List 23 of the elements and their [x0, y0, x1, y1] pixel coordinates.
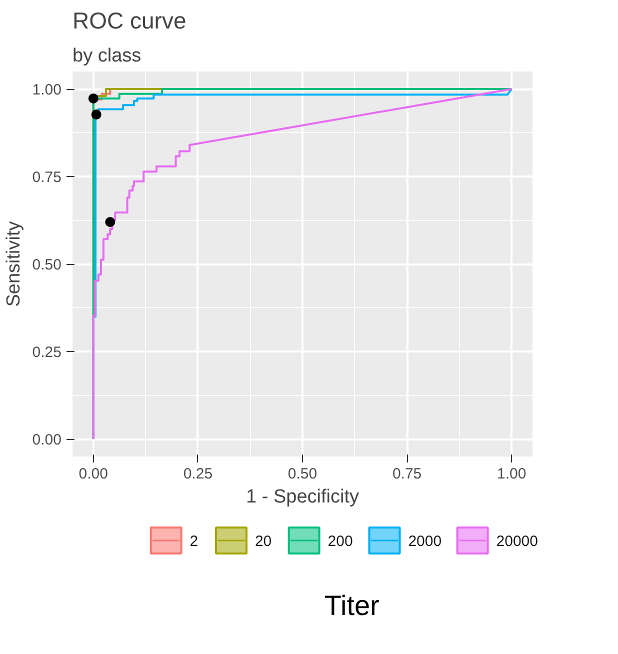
x-tick-label: 0.25 — [183, 466, 213, 482]
x-tick-label: 0.00 — [78, 466, 108, 482]
legend-label: 2 — [190, 533, 198, 550]
x-tick-label: 0.50 — [288, 466, 318, 482]
point — [91, 110, 102, 120]
legend-label: 20000 — [496, 533, 538, 550]
y-tick-label: 0.75 — [32, 169, 62, 186]
legend-label: 200 — [328, 533, 353, 550]
point — [105, 217, 116, 227]
x-tick-label: 1.00 — [496, 466, 526, 482]
chart-subtitle: by class — [72, 46, 142, 66]
point — [88, 93, 98, 104]
x-tick-label: 0.75 — [392, 466, 422, 482]
x-axis-title: 1 - Specificity — [246, 486, 360, 508]
legend-label: 20 — [254, 533, 272, 550]
y-tick-label: 0.00 — [32, 432, 62, 448]
y-tick-label: 1.00 — [32, 82, 62, 98]
legend-label: 2000 — [408, 533, 442, 550]
legend-title: Titer — [324, 590, 380, 621]
y-tick-label: 0.50 — [32, 256, 62, 274]
y-axis-title: Sensitivity — [3, 220, 24, 307]
chart-title: ROC curve — [72, 8, 186, 34]
y-tick-label: 0.25 — [32, 344, 62, 361]
